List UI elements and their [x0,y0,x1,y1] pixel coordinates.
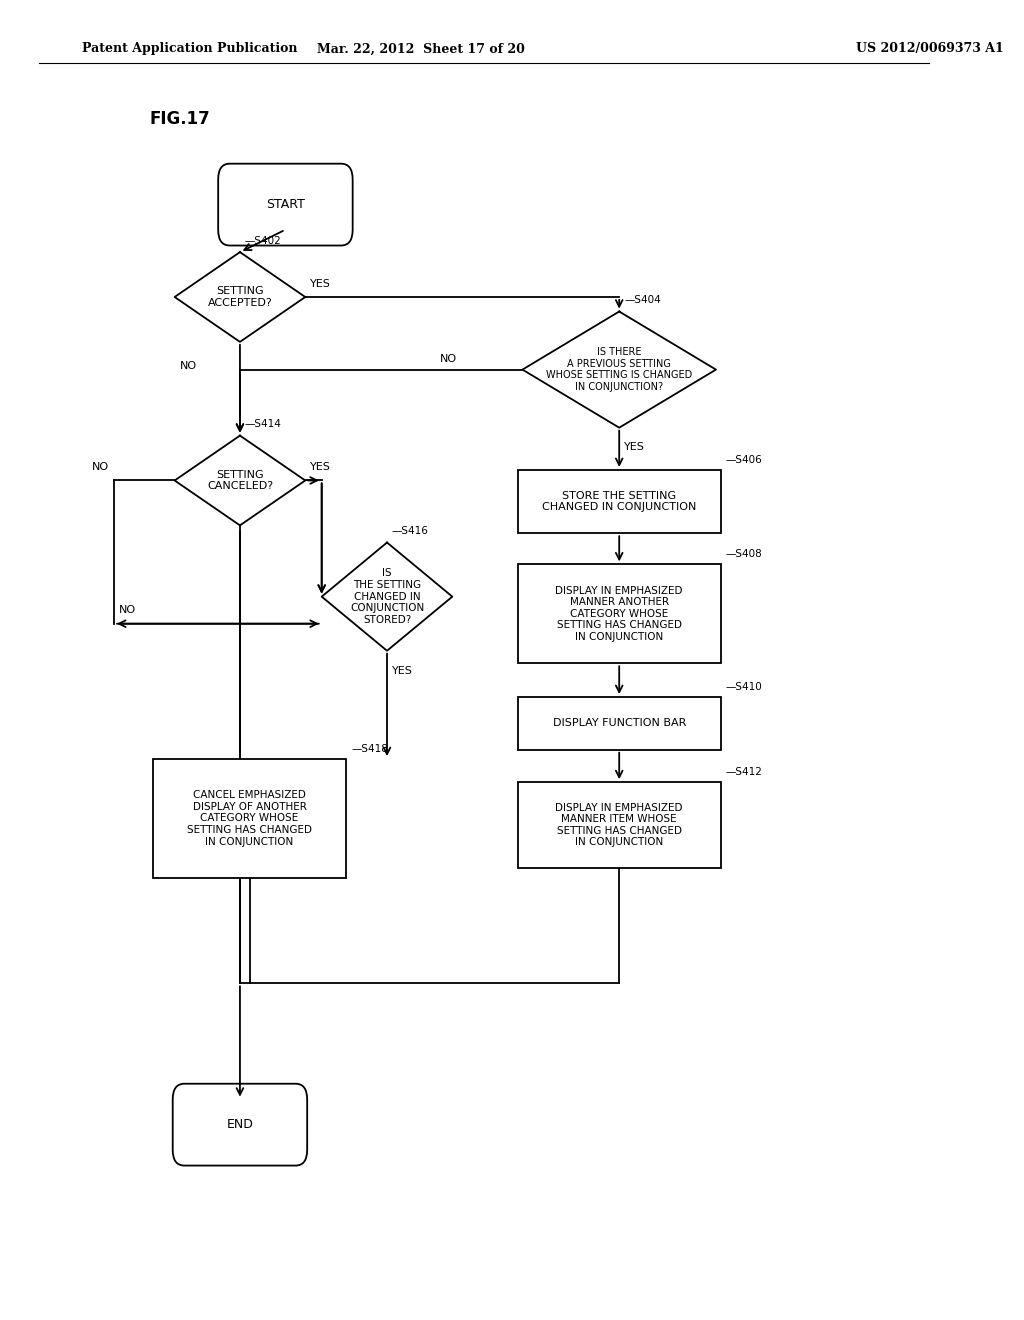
Text: DISPLAY FUNCTION BAR: DISPLAY FUNCTION BAR [553,718,686,729]
Text: YES: YES [392,665,413,676]
Text: NO: NO [92,462,110,473]
Text: SETTING
CANCELED?: SETTING CANCELED? [207,470,273,491]
Text: NO: NO [440,354,458,364]
Text: NO: NO [119,606,136,615]
FancyBboxPatch shape [173,1084,307,1166]
Text: —S402: —S402 [245,235,282,246]
Text: US 2012/0069373 A1: US 2012/0069373 A1 [856,42,1004,55]
Text: YES: YES [624,442,645,453]
Bar [517,565,721,663]
Text: IS
THE SETTING
CHANGED IN
CONJUNCTION
STORED?: IS THE SETTING CHANGED IN CONJUNCTION ST… [350,569,424,624]
Text: —S404: —S404 [624,294,660,305]
Text: —S406: —S406 [726,454,763,465]
Text: CANCEL EMPHASIZED
DISPLAY OF ANOTHER
CATEGORY WHOSE
SETTING HAS CHANGED
IN CONJU: CANCEL EMPHASIZED DISPLAY OF ANOTHER CAT… [187,791,312,846]
Text: Patent Application Publication: Patent Application Publication [82,42,298,55]
Text: DISPLAY IN EMPHASIZED
MANNER ANOTHER
CATEGORY WHOSE
SETTING HAS CHANGED
IN CONJU: DISPLAY IN EMPHASIZED MANNER ANOTHER CAT… [555,586,683,642]
Text: END: END [226,1118,253,1131]
Text: —S418: —S418 [351,743,388,754]
Text: SETTING
ACCEPTED?: SETTING ACCEPTED? [208,286,272,308]
Polygon shape [175,436,305,525]
Text: YES: YES [310,462,331,473]
Text: YES: YES [310,279,331,289]
Bar [517,781,721,869]
Polygon shape [322,543,453,651]
Text: —S408: —S408 [726,549,763,560]
FancyBboxPatch shape [218,164,352,246]
Bar [517,697,721,750]
Text: DISPLAY IN EMPHASIZED
MANNER ITEM WHOSE
SETTING HAS CHANGED
IN CONJUNCTION: DISPLAY IN EMPHASIZED MANNER ITEM WHOSE … [555,803,683,847]
Polygon shape [175,252,305,342]
Text: STORE THE SETTING
CHANGED IN CONJUNCTION: STORE THE SETTING CHANGED IN CONJUNCTION [542,491,696,512]
Bar [517,470,721,533]
Text: —S412: —S412 [726,767,763,776]
Polygon shape [522,312,716,428]
Text: —S410: —S410 [726,681,763,692]
Text: —S416: —S416 [392,525,429,536]
Text: Mar. 22, 2012  Sheet 17 of 20: Mar. 22, 2012 Sheet 17 of 20 [317,42,525,55]
Text: NO: NO [179,360,197,371]
Text: START: START [266,198,305,211]
Text: FIG.17: FIG.17 [150,110,211,128]
Text: IS THERE
A PREVIOUS SETTING
WHOSE SETTING IS CHANGED
IN CONJUNCTION?: IS THERE A PREVIOUS SETTING WHOSE SETTIN… [546,347,692,392]
Text: —S414: —S414 [245,418,282,429]
Bar [153,759,346,878]
